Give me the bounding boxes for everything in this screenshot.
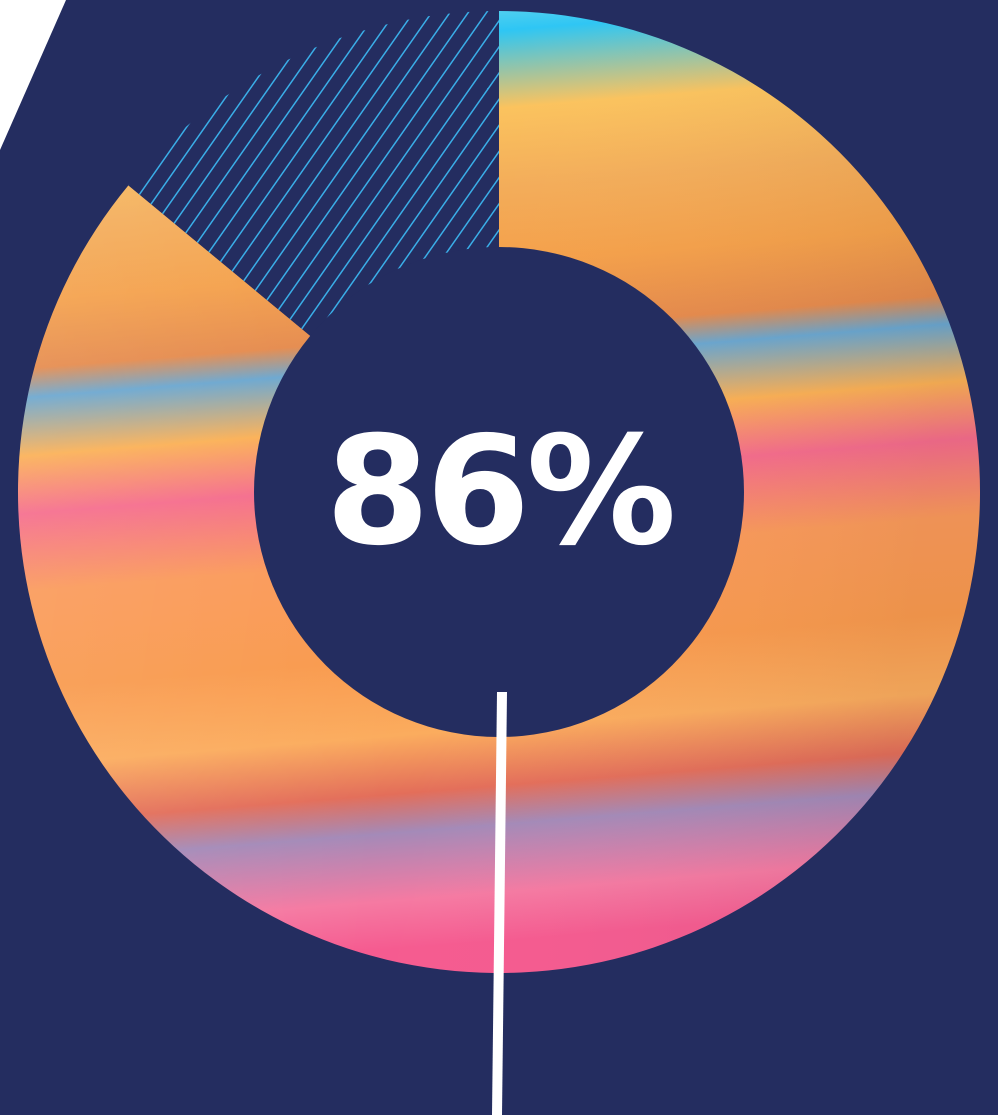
leader-line (492, 691, 507, 1115)
donut-hole (254, 247, 744, 737)
